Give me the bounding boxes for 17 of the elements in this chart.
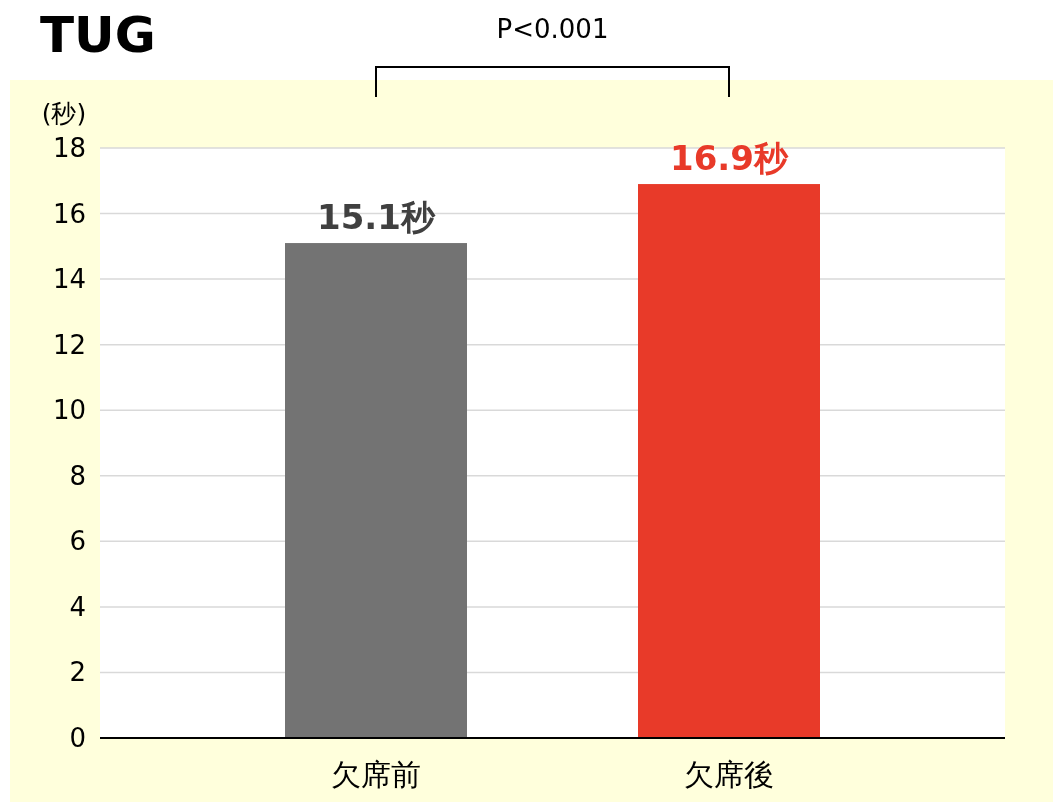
y-tick-label: 4 bbox=[69, 591, 86, 622]
y-tick-label: 8 bbox=[69, 460, 86, 491]
y-tick-label: 0 bbox=[69, 723, 86, 753]
text: P<0.001 bbox=[496, 14, 609, 44]
x-tick-label: 欠席後 bbox=[684, 757, 774, 792]
data-label: 15.1秒 bbox=[317, 197, 436, 238]
chart-title: TUG bbox=[40, 6, 156, 64]
x-tick-label: 欠席前 bbox=[331, 757, 421, 792]
y-tick-label: 16 bbox=[52, 198, 86, 229]
y-tick-label: 14 bbox=[52, 264, 86, 295]
y-tick-label: 2 bbox=[69, 657, 86, 688]
y-tick-label: 6 bbox=[69, 526, 86, 557]
data-label: 16.9秒 bbox=[670, 138, 789, 179]
y-tick-label: 18 bbox=[52, 133, 86, 163]
y-axis-title: (秒) bbox=[41, 99, 87, 128]
y-tick-label: 10 bbox=[52, 395, 86, 426]
y-tick-label: 12 bbox=[52, 329, 86, 360]
